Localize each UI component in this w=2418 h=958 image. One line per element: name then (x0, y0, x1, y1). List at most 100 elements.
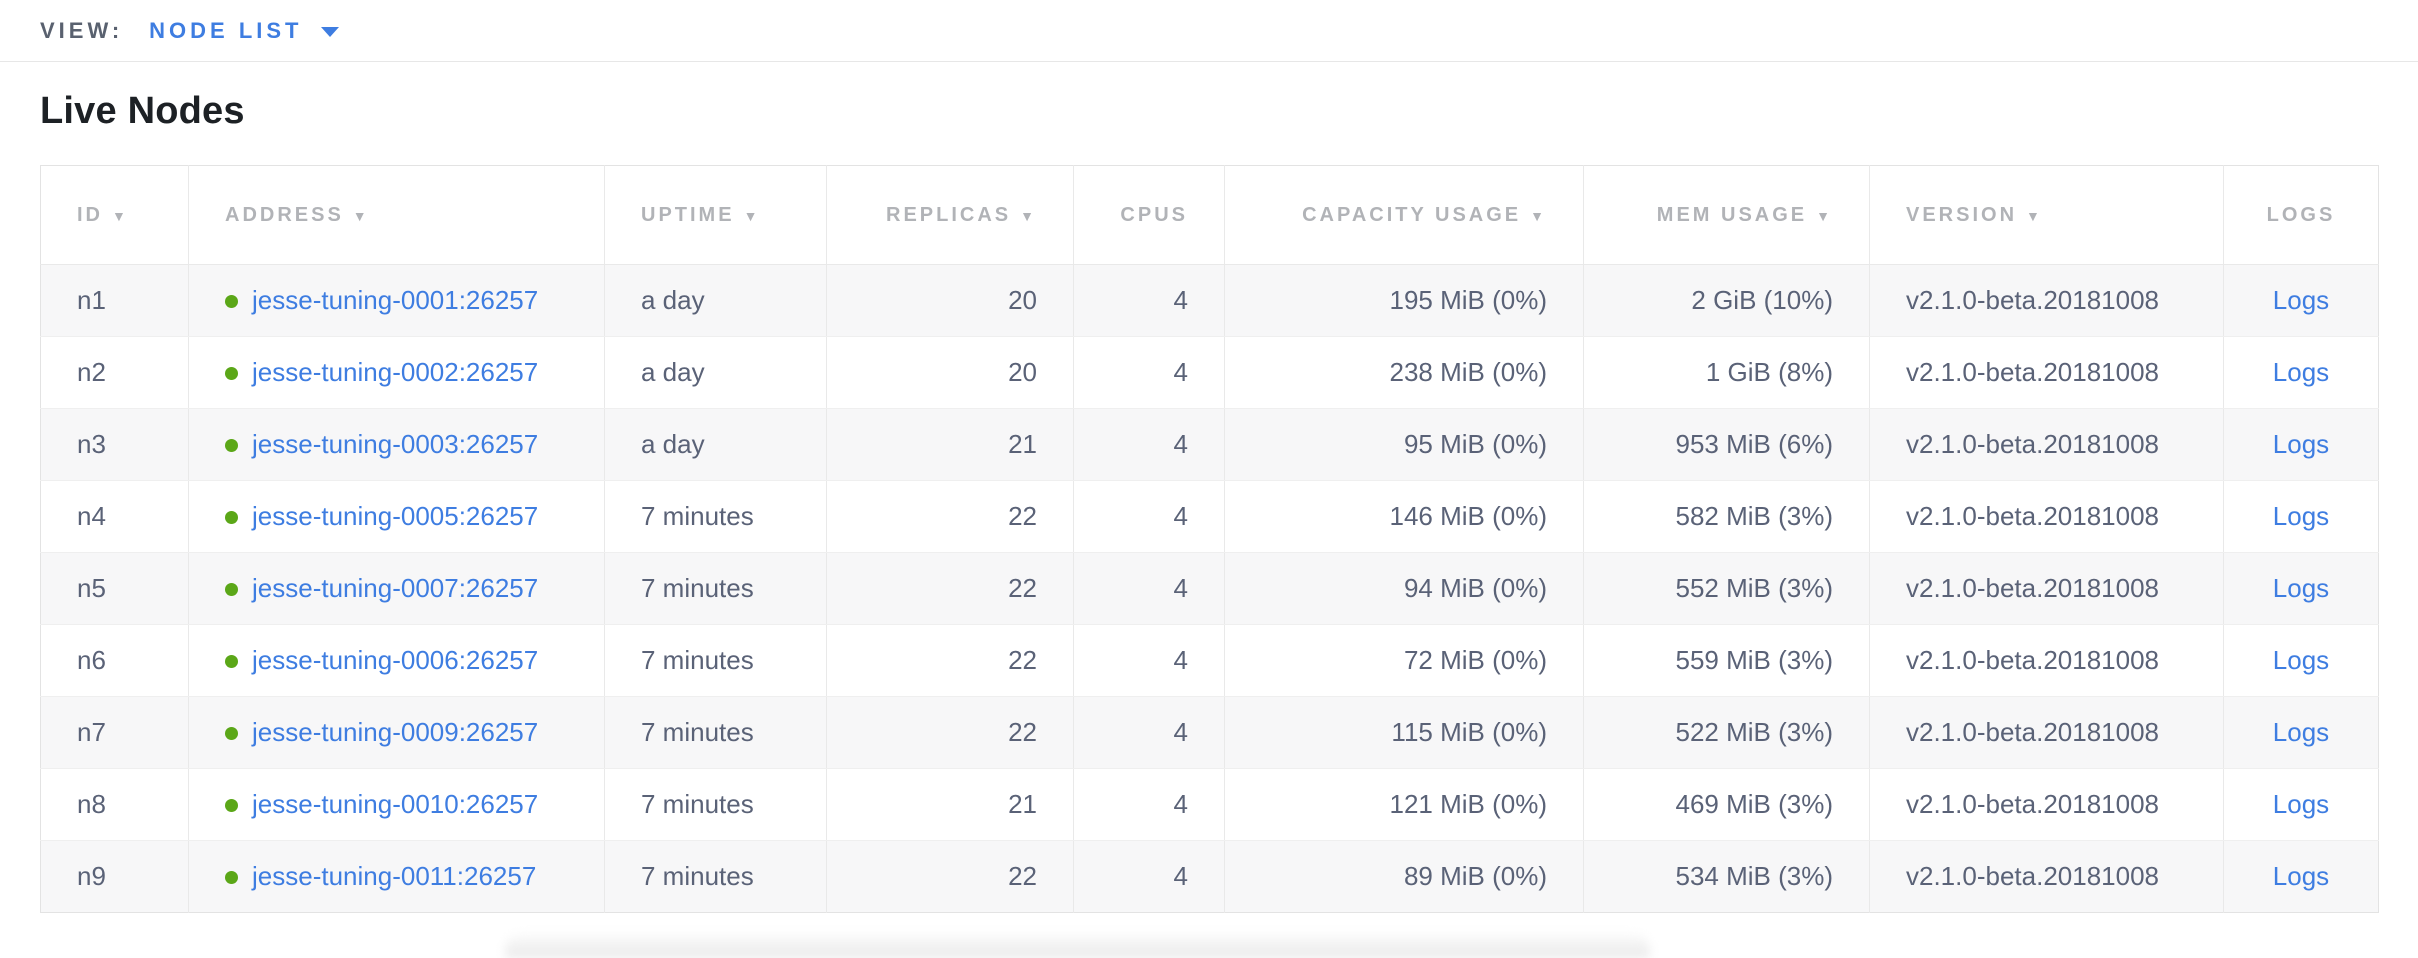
cell-mem-usage: 552 MiB (3%) (1583, 552, 1870, 625)
node-logs-link[interactable]: Logs (2272, 861, 2330, 891)
cell-replicas: 22 (826, 840, 1074, 913)
table-row: n2 jesse-tuning-0002:26257 a day 20 4 23… (40, 336, 2379, 409)
cell-version: v2.1.0-beta.20181008 (1869, 552, 2224, 625)
cell-mem-usage: 522 MiB (3%) (1583, 696, 1870, 769)
column-header[interactable]: ADDRESS ▼ (188, 165, 605, 265)
table-row: n1 jesse-tuning-0001:26257 a day 20 4 19… (40, 264, 2379, 337)
sort-desc-icon[interactable]: ▼ (1530, 207, 1547, 224)
cell-cpus: 4 (1073, 768, 1225, 841)
node-logs-link[interactable]: Logs (2272, 285, 2330, 315)
cell-cpus: 4 (1073, 408, 1225, 481)
node-logs-link[interactable]: Logs (2272, 789, 2330, 819)
cell-cpus: 4 (1073, 336, 1225, 409)
node-logs-link[interactable]: Logs (2272, 717, 2330, 747)
table-row: n9 jesse-tuning-0011:26257 7 minutes 22 … (40, 840, 2379, 913)
cell-replicas: 21 (826, 408, 1074, 481)
sort-desc-icon[interactable]: ▼ (1020, 207, 1037, 224)
cell-address: jesse-tuning-0011:26257 (188, 840, 605, 913)
sort-desc-icon[interactable]: ▼ (1816, 207, 1833, 224)
node-address-link[interactable]: jesse-tuning-0010:26257 (252, 789, 539, 819)
cell-address: jesse-tuning-0002:26257 (188, 336, 605, 409)
cell-capacity-usage: 95 MiB (0%) (1224, 408, 1584, 481)
column-header-label: CAPACITY USAGE (1302, 203, 1522, 226)
node-address-link[interactable]: jesse-tuning-0005:26257 (252, 501, 539, 531)
column-header: CPUS (1073, 165, 1225, 265)
cell-cpus: 4 (1073, 264, 1225, 337)
table-row: n8 jesse-tuning-0010:26257 7 minutes 21 … (40, 768, 2379, 841)
node-address-link[interactable]: jesse-tuning-0011:26257 (252, 861, 537, 891)
cell-address: jesse-tuning-0005:26257 (188, 480, 605, 553)
view-selector-bar: VIEW: NODE LIST (0, 0, 2418, 62)
cell-logs: Logs (2223, 480, 2379, 553)
cell-node-id: n5 (40, 552, 189, 625)
sort-desc-icon[interactable]: ▼ (2026, 207, 2043, 224)
node-address-link[interactable]: jesse-tuning-0007:26257 (252, 573, 539, 603)
cell-replicas: 20 (826, 336, 1074, 409)
cell-capacity-usage: 195 MiB (0%) (1224, 264, 1584, 337)
node-logs-link[interactable]: Logs (2272, 357, 2330, 387)
cell-uptime: 7 minutes (604, 696, 827, 769)
cell-node-id: n4 (40, 480, 189, 553)
cell-uptime: 7 minutes (604, 624, 827, 697)
sort-desc-icon[interactable]: ▼ (112, 207, 129, 224)
cell-logs: Logs (2223, 768, 2379, 841)
node-logs-link[interactable]: Logs (2272, 645, 2330, 675)
page-title: Live Nodes (40, 90, 245, 132)
cell-capacity-usage: 115 MiB (0%) (1224, 696, 1584, 769)
cell-mem-usage: 534 MiB (3%) (1583, 840, 1870, 913)
node-address-link[interactable]: jesse-tuning-0002:26257 (252, 357, 539, 387)
column-header-label: REPLICAS (886, 203, 1012, 226)
node-live-status-icon (225, 871, 238, 884)
table-header-row: ID ▼ ADDRESS ▼ UPTIME ▼ REPLICAS ▼ CPUS CAPA… (40, 165, 2379, 265)
cell-version: v2.1.0-beta.20181008 (1869, 840, 2224, 913)
column-header[interactable]: ID ▼ (40, 165, 189, 265)
cell-replicas: 22 (826, 480, 1074, 553)
cell-mem-usage: 582 MiB (3%) (1583, 480, 1870, 553)
column-header[interactable]: MEM USAGE ▼ (1583, 165, 1870, 265)
cell-capacity-usage: 94 MiB (0%) (1224, 552, 1584, 625)
column-header-label: UPTIME (641, 203, 735, 226)
node-live-status-icon (225, 799, 238, 812)
column-header: LOGS (2223, 165, 2379, 265)
column-header[interactable]: REPLICAS ▼ (826, 165, 1074, 265)
cell-replicas: 22 (826, 696, 1074, 769)
cell-capacity-usage: 72 MiB (0%) (1224, 624, 1584, 697)
cell-uptime: 7 minutes (604, 840, 827, 913)
node-logs-link[interactable]: Logs (2272, 429, 2330, 459)
sort-desc-icon[interactable]: ▼ (743, 207, 761, 224)
cell-logs: Logs (2223, 408, 2379, 481)
column-header[interactable]: CAPACITY USAGE ▼ (1224, 165, 1584, 265)
node-address-link[interactable]: jesse-tuning-0006:26257 (252, 645, 539, 675)
node-address-link[interactable]: jesse-tuning-0003:26257 (252, 429, 539, 459)
cell-capacity-usage: 146 MiB (0%) (1224, 480, 1584, 553)
node-address-link[interactable]: jesse-tuning-0001:26257 (252, 285, 539, 315)
cell-logs: Logs (2223, 840, 2379, 913)
column-header-label: ID (77, 203, 103, 226)
cell-node-id: n9 (40, 840, 189, 913)
cell-version: v2.1.0-beta.20181008 (1869, 264, 2224, 337)
cell-replicas: 22 (826, 552, 1074, 625)
view-dropdown[interactable]: NODE LIST (149, 18, 339, 44)
cell-address: jesse-tuning-0003:26257 (188, 408, 605, 481)
node-logs-link[interactable]: Logs (2272, 501, 2330, 531)
column-header[interactable]: VERSION ▼ (1869, 165, 2224, 265)
table-body: n1 jesse-tuning-0001:26257 a day 20 4 19… (40, 264, 2379, 913)
cell-version: v2.1.0-beta.20181008 (1869, 696, 2224, 769)
next-card-shadow (505, 934, 1650, 958)
node-logs-link[interactable]: Logs (2272, 573, 2330, 603)
cell-uptime: a day (604, 336, 827, 409)
table-row: n4 jesse-tuning-0005:26257 7 minutes 22 … (40, 480, 2379, 553)
cell-mem-usage: 559 MiB (3%) (1583, 624, 1870, 697)
cell-address: jesse-tuning-0007:26257 (188, 552, 605, 625)
cell-logs: Logs (2223, 552, 2379, 625)
node-live-status-icon (225, 439, 238, 452)
node-address-link[interactable]: jesse-tuning-0009:26257 (252, 717, 539, 747)
sort-desc-icon[interactable]: ▼ (352, 207, 370, 224)
cell-uptime: 7 minutes (604, 480, 827, 553)
node-live-status-icon (225, 295, 238, 308)
caret-down-icon (320, 27, 339, 37)
column-header[interactable]: UPTIME ▼ (604, 165, 827, 265)
cell-mem-usage: 1 GiB (8%) (1583, 336, 1870, 409)
cell-logs: Logs (2223, 336, 2379, 409)
cell-address: jesse-tuning-0009:26257 (188, 696, 605, 769)
